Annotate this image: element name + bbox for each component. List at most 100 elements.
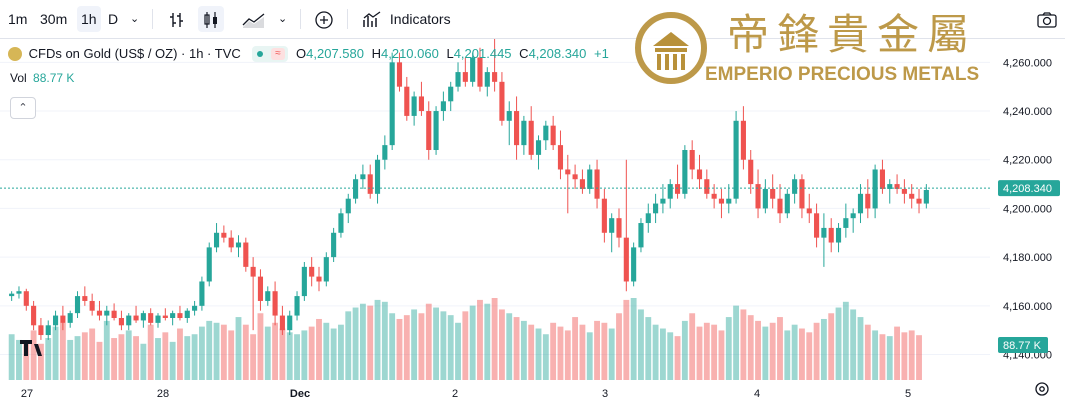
screenshot-camera-icon[interactable]: [1032, 6, 1062, 32]
low-label: L: [446, 46, 454, 61]
volume-bar: [506, 313, 513, 380]
candle: [557, 130, 564, 180]
interval-d[interactable]: D: [108, 11, 119, 27]
candle-body: [514, 111, 520, 146]
close-value: 4,208.340: [528, 46, 587, 61]
area-chart-type-icon[interactable]: [238, 6, 270, 32]
candle: [140, 310, 146, 328]
time-axis[interactable]: 27 28 Dec 2 3 4 5: [21, 388, 911, 400]
candle-body: [353, 179, 359, 199]
candle: [16, 286, 22, 299]
candle-body: [857, 193, 864, 214]
candle-body: [287, 315, 293, 331]
candle-body: [704, 179, 710, 194]
candle-body: [177, 313, 183, 318]
price-tick-label: 4,180.000: [1003, 252, 1052, 264]
price-axis[interactable]: 4,260.000 4,240.000 4,220.000 4,200.000 4,18…: [1003, 57, 1052, 361]
volume-bar: [901, 332, 908, 380]
indicators-button[interactable]: Indicators: [358, 6, 455, 32]
candle-body: [674, 184, 681, 194]
candle-body: [360, 174, 366, 180]
symbol-name[interactable]: CFDs on Gold (US$ / OZ) · 1h · TVC: [28, 46, 241, 61]
volume-bar: [813, 322, 820, 380]
interval-dropdown-icon[interactable]: ⌄: [130, 13, 140, 25]
candle-body: [470, 57, 476, 82]
volume-bar: [550, 322, 557, 380]
volume-bar: [864, 324, 871, 380]
market-status-icon[interactable]: ≈: [252, 45, 289, 62]
candle-body: [82, 296, 88, 301]
volume-bar: [645, 317, 652, 380]
volume-bar: [652, 324, 659, 380]
volume-bar: [447, 315, 454, 380]
candle: [799, 174, 805, 219]
candle: [740, 106, 746, 170]
candle: [345, 193, 351, 224]
candle-body: [316, 276, 322, 282]
change-value: +1: [594, 46, 609, 61]
volume-bar: [499, 309, 505, 380]
candle: [901, 179, 907, 204]
volume-bar: [345, 311, 352, 380]
watermark-chinese-text: 帝鋒貴金屬: [727, 10, 978, 59]
collapse-legend-button[interactable]: ⌃: [10, 97, 36, 119]
volume-bar: [418, 313, 425, 380]
interval-30m[interactable]: 30m: [40, 11, 68, 27]
candle: [396, 52, 403, 92]
volume-label[interactable]: Vol: [10, 71, 27, 85]
candle: [279, 305, 285, 336]
price-gridlines: [0, 61, 990, 356]
emperio-watermark: 帝鋒貴金屬 EMPERIO PRECIOUS METALS: [635, 8, 995, 88]
high-label: H: [371, 46, 381, 61]
volume-bar: [564, 330, 571, 380]
volume-bar: [411, 309, 418, 380]
interval-1h[interactable]: 1h: [77, 6, 101, 32]
candle: [9, 291, 15, 301]
candle: [82, 286, 88, 306]
volume-bar: [696, 326, 703, 380]
scale-settings-icon[interactable]: [1033, 380, 1051, 398]
volume-bar: [806, 332, 813, 380]
add-indicator-icon[interactable]: [310, 6, 338, 32]
candle-body: [162, 315, 168, 318]
volume-bar: [850, 309, 857, 380]
candles: [9, 38, 929, 340]
candle: [74, 291, 81, 318]
candle: [543, 120, 549, 150]
candle: [301, 262, 307, 301]
candle-body: [916, 198, 922, 204]
candles-chart-type-icon[interactable]: [198, 6, 224, 32]
candle: [609, 213, 615, 253]
bar-chart-type-icon[interactable]: [164, 6, 190, 32]
candle-body: [887, 184, 893, 189]
candle: [148, 308, 154, 326]
candle-body: [382, 145, 388, 160]
chart-type-dropdown-icon[interactable]: ⌄: [278, 13, 288, 25]
candle: [374, 154, 381, 204]
candle-body: [689, 150, 695, 170]
candle-body: [667, 184, 673, 199]
volume-bar: [586, 332, 593, 380]
candle: [38, 318, 44, 340]
volume-bar: [111, 338, 118, 380]
candle-body: [23, 291, 29, 306]
volume-bar: [272, 322, 279, 380]
volume-bar: [257, 313, 264, 380]
volume-bar: [513, 317, 520, 380]
symbol-legend: CFDs on Gold (US$ / OZ) · 1h · TVC ≈ O4,…: [8, 45, 609, 68]
interval-1m[interactable]: 1m: [8, 11, 28, 27]
candle-body: [148, 313, 154, 323]
candle-body: [696, 169, 703, 180]
candle: [806, 193, 812, 224]
volume-bar: [103, 320, 110, 380]
volume-bar: [601, 322, 608, 380]
candle: [821, 213, 827, 267]
indicators-label[interactable]: Indicators: [389, 11, 451, 27]
candle-body: [118, 318, 124, 326]
volume-bar: [784, 330, 791, 380]
volume-bar: [118, 334, 125, 380]
volume-bar: [747, 315, 754, 380]
candle: [667, 179, 673, 209]
candle: [462, 57, 468, 87]
